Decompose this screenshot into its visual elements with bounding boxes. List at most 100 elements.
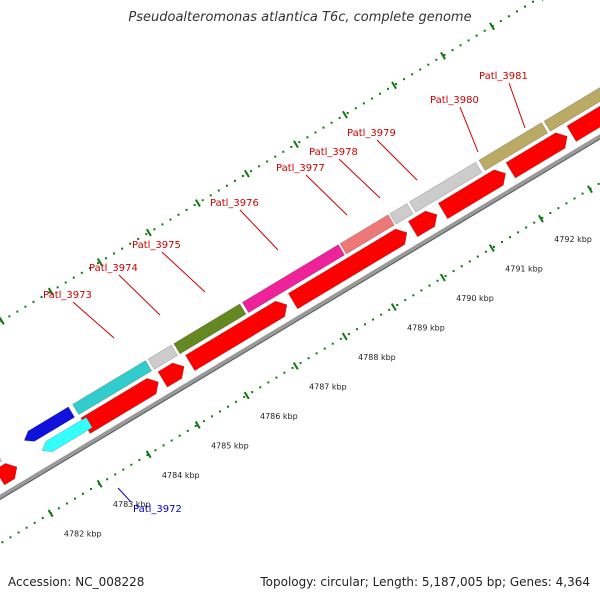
gene-label-patl-3974: Patl_3974 (89, 263, 138, 274)
lower-tick-dot (235, 400, 238, 403)
lower-tick-dot (339, 337, 342, 340)
lower-major-tick (47, 509, 54, 518)
upper-tick-dot (306, 136, 309, 139)
upper-tick-dot (499, 20, 502, 23)
lower-tick-dot (396, 303, 399, 306)
upper-tick-dot (483, 29, 486, 32)
upper-tick-dot (282, 150, 285, 153)
lower-tick-dot (73, 497, 76, 500)
upper-tick-dot (161, 223, 164, 226)
lower-tick-dot (525, 226, 528, 229)
feature-layer (0, 87, 600, 486)
lower-tick-dot (9, 536, 12, 539)
upper-tick-dot (314, 131, 317, 134)
lower-tick-dot (500, 241, 503, 244)
upper-tick-dot (266, 160, 269, 163)
lower-tick-dot (436, 279, 439, 282)
upper-tick-dot (209, 194, 212, 197)
backbone-layer (0, 134, 600, 501)
cds-arrow (437, 169, 506, 220)
gene-leader-line (376, 139, 418, 181)
gene-leader-line (508, 82, 526, 129)
lower-tick-dot (452, 270, 455, 273)
upper-major-tick (342, 110, 348, 119)
upper-tick-dot (177, 213, 180, 216)
upper-major-tick (0, 316, 5, 325)
kbp-label: 4791 kbp (505, 265, 543, 274)
gene-leader-line (305, 174, 348, 216)
lower-tick-dot (106, 478, 109, 481)
upper-tick-dot (153, 228, 156, 231)
lower-tick-dot (154, 449, 157, 452)
tick-layer (0, 0, 600, 544)
lower-tick-dot (251, 391, 254, 394)
gene-label-patl-3979: Patl_3979 (347, 128, 396, 139)
upper-major-tick (293, 140, 299, 149)
blue-block-upper (23, 406, 75, 442)
upper-tick-dot (64, 281, 67, 284)
cds-arrow (287, 228, 408, 310)
gene-block-patl-3978 (389, 203, 414, 225)
lower-tick-dot (243, 395, 246, 398)
upper-tick-dot (193, 204, 196, 207)
upper-tick-dot (370, 97, 373, 100)
gene-label-patl-3978: Patl_3978 (309, 147, 358, 158)
upper-tick-dot (387, 87, 390, 90)
lower-tick-dot (565, 202, 568, 205)
upper-major-tick (489, 22, 495, 31)
upper-tick-dot (475, 34, 478, 37)
lower-tick-dot (283, 371, 286, 374)
gene-leader-line (72, 301, 115, 339)
lower-tick-dot (533, 221, 536, 224)
upper-tick-dot (137, 237, 140, 240)
upper-major-tick (194, 199, 201, 208)
lower-major-tick (439, 273, 446, 282)
cds-arrow (185, 300, 288, 372)
genome-summary: Topology: circular; Length: 5,187,005 bp… (260, 575, 590, 589)
kbp-label: 4792 kbp (554, 235, 592, 244)
gene-block-patl-3974 (147, 344, 178, 370)
upper-tick-dot (201, 199, 204, 202)
lower-tick-dot (517, 231, 520, 234)
upper-tick-dot (298, 141, 301, 144)
gene-label-patl-3975: Patl_3975 (132, 240, 181, 251)
upper-tick-dot (217, 189, 220, 192)
lower-tick-dot (130, 463, 133, 466)
upper-tick-dot (451, 49, 454, 52)
upper-tick-dot (24, 305, 27, 308)
upper-tick-dot (274, 155, 277, 158)
kbp-label: 4790 kbp (456, 294, 494, 303)
upper-tick-dot (523, 5, 526, 8)
upper-tick-dot (411, 73, 414, 76)
lower-tick-dot (581, 192, 584, 195)
lower-tick-dot (17, 531, 20, 534)
lower-tick-dot (476, 255, 479, 258)
lower-tick-dot (162, 444, 165, 447)
lower-major-tick (194, 420, 201, 429)
upper-tick-dot (105, 257, 108, 260)
upper-tick-dot (515, 10, 518, 13)
lower-major-tick (537, 214, 544, 223)
backbone-line (0, 134, 600, 500)
lower-tick-dot (218, 410, 221, 413)
upper-tick-dot (241, 175, 244, 178)
lower-tick-dot (492, 245, 495, 248)
map-title: Pseudoalteromonas atlantica T6c, complet… (128, 10, 472, 25)
gene-block-patl-3975 (173, 303, 247, 355)
lower-tick-dot (122, 468, 125, 471)
lower-tick-dot (388, 308, 391, 311)
gene-block-patl-3973 (72, 360, 153, 416)
backbone-shadow (0, 138, 600, 501)
gene-block-patl-3980 (478, 122, 549, 171)
kbp-label: 4784 kbp (162, 471, 200, 480)
kbp-label: 4783 kbp (113, 500, 151, 509)
cds-arrow (80, 378, 159, 434)
upper-tick-dot (121, 247, 124, 250)
upper-tick-dot (72, 276, 75, 279)
lower-tick-dot (267, 381, 270, 384)
gene-leader-line (338, 158, 381, 199)
lower-major-tick (488, 244, 495, 253)
upper-major-tick (47, 287, 54, 296)
gene-block-patl-3979 (409, 161, 483, 213)
upper-tick-dot (395, 83, 398, 86)
